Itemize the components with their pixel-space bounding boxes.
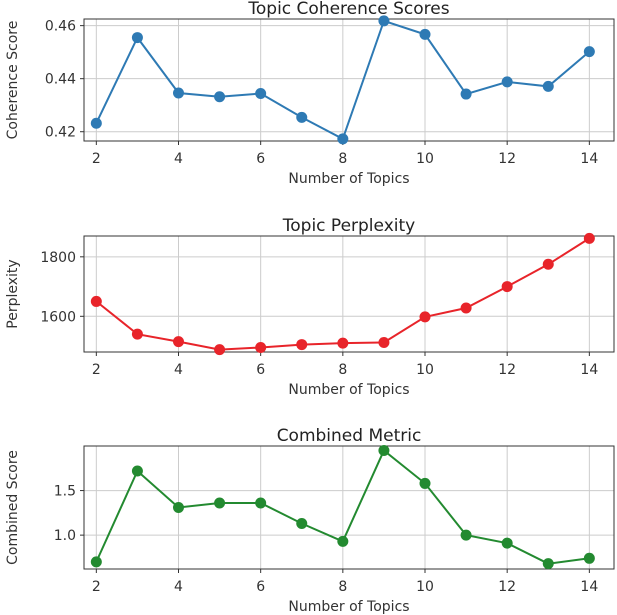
- data-point: [419, 477, 431, 489]
- data-point: [90, 295, 102, 307]
- y-tick-label: 1800: [40, 250, 76, 266]
- data-point: [296, 111, 308, 123]
- plot-frame: [83, 445, 615, 570]
- data-point: [90, 117, 102, 129]
- x-tick-label: 4: [174, 151, 183, 167]
- x-axis-label: Number of Topics: [288, 382, 409, 398]
- data-point: [419, 311, 431, 323]
- data-point: [460, 302, 472, 314]
- data-point: [255, 342, 267, 354]
- y-tick-label: 1.0: [54, 528, 76, 544]
- x-tick-label: 6: [256, 579, 265, 595]
- chart-title: Topic Perplexity: [282, 216, 415, 236]
- y-tick-label: 0.42: [45, 125, 76, 141]
- data-point: [131, 465, 143, 477]
- data-point: [337, 535, 349, 547]
- data-point: [131, 32, 143, 44]
- x-axis-label: Number of Topics: [288, 171, 409, 187]
- x-tick-label: 8: [338, 151, 347, 167]
- data-point: [378, 444, 390, 456]
- x-tick-label: 2: [92, 579, 101, 595]
- x-tick-label: 14: [580, 362, 598, 378]
- data-point: [501, 76, 513, 88]
- y-axis-label: Perplexity: [5, 259, 21, 328]
- data-point: [542, 80, 554, 92]
- x-tick-label: 10: [416, 151, 434, 167]
- data-point: [460, 529, 472, 541]
- data-point: [542, 558, 554, 570]
- data-point: [172, 87, 184, 99]
- data-point: [255, 497, 267, 509]
- data-point: [172, 502, 184, 513]
- data-point: [214, 91, 226, 103]
- data-point: [131, 328, 143, 340]
- data-point: [214, 344, 226, 356]
- data-point: [296, 518, 308, 530]
- data-point: [296, 339, 308, 351]
- y-tick-label: 0.44: [45, 72, 76, 88]
- x-tick-label: 10: [416, 579, 434, 595]
- y-tick-label: 1600: [40, 309, 76, 325]
- chart-panel-3: 2 4 6 8 10 12 14 1.0 1.5 Combined Metric Number of…: [5, 426, 615, 615]
- x-tick-label: 4: [174, 362, 183, 378]
- data-point: [583, 552, 595, 564]
- data-point: [583, 46, 595, 58]
- x-tick-label: 8: [338, 362, 347, 378]
- data-point: [214, 497, 226, 509]
- data-point: [90, 556, 102, 568]
- chart-title: Topic Coherence Scores: [247, 0, 449, 19]
- data-point: [337, 337, 349, 349]
- data-point: [255, 88, 267, 100]
- plot-frame: [83, 235, 615, 353]
- data-point: [542, 258, 554, 270]
- x-tick-label: 10: [416, 362, 434, 378]
- x-tick-label: 2: [92, 151, 101, 167]
- x-tick-label: 4: [174, 579, 183, 595]
- data-point: [501, 537, 513, 549]
- x-tick-label: 12: [498, 151, 516, 167]
- x-tick-label: 14: [580, 151, 598, 167]
- y-axis-label: Combined Score: [5, 450, 21, 565]
- data-point: [337, 133, 349, 145]
- data-point: [172, 336, 184, 348]
- data-point: [378, 336, 390, 348]
- x-axis-label: Number of Topics: [288, 599, 409, 615]
- chart-panel-1: 2 4 6 8 10 12 14 0.42 0.44 0.46 Topic Coherence Sc…: [5, 0, 615, 187]
- chart-panel-2: 2 4 6 8 10 12 14 1600 1800 Topic Perplexity Number…: [5, 216, 615, 398]
- data-point: [460, 88, 472, 100]
- x-tick-label: 12: [498, 362, 516, 378]
- plot-frame: [83, 18, 615, 142]
- data-point: [501, 281, 513, 293]
- y-tick-label: 1.5: [54, 484, 76, 500]
- data-point: [378, 15, 390, 27]
- x-tick-label: 6: [256, 151, 265, 167]
- chart-title: Combined Metric: [277, 426, 422, 446]
- x-tick-label: 14: [580, 579, 598, 595]
- x-tick-label: 8: [338, 579, 347, 595]
- x-tick-label: 6: [256, 362, 265, 378]
- data-point: [583, 232, 595, 244]
- data-point: [419, 28, 431, 40]
- y-tick-label: 0.46: [45, 19, 76, 35]
- x-tick-label: 12: [498, 579, 516, 595]
- x-tick-label: 2: [92, 362, 101, 378]
- y-axis-label: Coherence Score: [5, 21, 21, 140]
